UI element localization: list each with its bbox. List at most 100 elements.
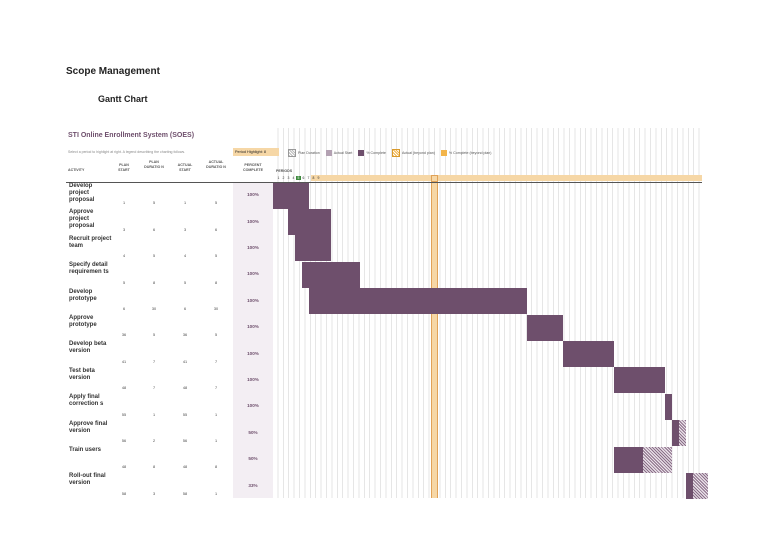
actual-start-cell: 56 bbox=[182, 438, 188, 443]
activity-name: Specify detail requiremen ts bbox=[69, 262, 109, 276]
plan-duration-cell: 5 bbox=[152, 201, 156, 206]
task-row: Recruit project team 4 5 4 5 100% bbox=[66, 235, 273, 261]
legend-complete: % Complete bbox=[358, 149, 386, 156]
plan-start-cell: 4 bbox=[122, 254, 126, 259]
task-complete-bar bbox=[294, 235, 331, 262]
plan-start-cell: 48 bbox=[121, 386, 127, 391]
task-row: Roll-out final version 58 3 58 1 33% bbox=[66, 472, 273, 498]
percent-complete-cell: 100% bbox=[247, 244, 259, 250]
plan-duration-cell: 1 bbox=[152, 412, 156, 417]
highlight-period-header bbox=[431, 175, 438, 182]
actual-start-cell: 58 bbox=[182, 491, 188, 496]
col-percent-complete: PERCENT COMPLETE bbox=[243, 163, 263, 172]
percent-complete-cell: 50% bbox=[248, 429, 258, 435]
task-complete-bar bbox=[526, 314, 563, 341]
percent-complete-cell: 33% bbox=[248, 482, 258, 488]
legend-label: Plan Duration bbox=[298, 150, 320, 155]
actual-duration-cell: 6 bbox=[214, 227, 218, 232]
legend-label: Actual Start bbox=[333, 150, 353, 155]
task-row: Approve project proposal 3 6 3 6 100% bbox=[66, 208, 273, 234]
task-row: Train users 48 8 48 8 50% bbox=[66, 446, 273, 472]
percent-complete-cell: 100% bbox=[247, 324, 259, 330]
plan-start-cell: 58 bbox=[121, 491, 127, 496]
task-row: Test beta version 48 7 48 7 100% bbox=[66, 367, 273, 393]
percent-complete-cell: 100% bbox=[247, 218, 259, 224]
period-number: 3 bbox=[287, 176, 290, 180]
period-header-strip bbox=[311, 175, 702, 181]
plan-start-cell: 1 bbox=[122, 201, 126, 206]
plan-start-cell: 36 bbox=[121, 333, 127, 338]
plan-start-cell: 5 bbox=[122, 280, 126, 285]
actual-duration-cell: 30 bbox=[213, 306, 219, 311]
period-number: 2 bbox=[282, 176, 285, 180]
actual-duration-cell: 7 bbox=[214, 359, 218, 364]
actual-duration-cell: 7 bbox=[214, 386, 218, 391]
highlight-period-column bbox=[431, 182, 438, 498]
plan-duration-cell: 3 bbox=[152, 491, 156, 496]
period-number: 8 bbox=[312, 176, 315, 180]
actual-duration-cell: 1 bbox=[214, 491, 218, 496]
actual-duration-cell: 5 bbox=[214, 254, 218, 259]
plan-duration-cell: 7 bbox=[152, 386, 156, 391]
col-actual-start: ACTUAL START bbox=[177, 163, 193, 172]
activity-name: Test beta version bbox=[69, 367, 95, 381]
task-complete-bar bbox=[273, 182, 310, 209]
plan-duration-cell: 30 bbox=[151, 306, 157, 311]
plan-duration-cell: 5 bbox=[152, 254, 156, 259]
actual-duration-cell: 8 bbox=[214, 280, 218, 285]
activity-name: Approve project proposal bbox=[69, 209, 95, 230]
col-plan-start: PLAN START bbox=[118, 163, 130, 172]
actual-duration-cell: 8 bbox=[214, 465, 218, 470]
period-number: 6 bbox=[302, 176, 305, 180]
period-number: 1 bbox=[277, 176, 280, 180]
actual-start-cell: 55 bbox=[182, 412, 188, 417]
task-complete-bar bbox=[613, 367, 665, 394]
percent-complete-cell: 100% bbox=[247, 376, 259, 382]
sheet-hint: Select a period to highlight at right. A… bbox=[68, 150, 186, 154]
legend: Plan Duration Actual Start % Complete Ac… bbox=[288, 148, 491, 157]
legend-label: Actual (beyond plan) bbox=[401, 150, 435, 155]
actual-start-cell: 1 bbox=[183, 201, 187, 206]
period-highlight-input[interactable]: Period Highlight: 8 bbox=[233, 148, 279, 156]
plan-duration-cell: 2 bbox=[152, 438, 156, 443]
legend-beyond: Actual (beyond plan) bbox=[391, 148, 435, 157]
activity-name: Apply final correction s bbox=[69, 394, 104, 408]
percent-complete-cell: 100% bbox=[247, 297, 259, 303]
plan-start-cell: 48 bbox=[121, 465, 127, 470]
percent-complete-cell: 100% bbox=[247, 192, 259, 198]
gantt-sheet: STI Online Enrollment System (SOES) Sele… bbox=[66, 128, 708, 499]
plan-duration-cell: 5 bbox=[152, 333, 156, 338]
percent-complete-cell: 50% bbox=[248, 456, 258, 462]
complete-beyond-swatch-icon bbox=[440, 149, 447, 156]
task-row: Approve prototype 36 5 36 5 100% bbox=[66, 314, 273, 340]
task-complete-bar bbox=[664, 393, 672, 420]
plan-duration-cell: 6 bbox=[152, 227, 156, 232]
column-header-row bbox=[66, 159, 702, 183]
col-activity: ACTIVITY bbox=[68, 168, 85, 172]
task-row: Develop project proposal 1 5 1 5 100% bbox=[66, 182, 273, 208]
actual-start-cell: 48 bbox=[182, 386, 188, 391]
sheet-title: STI Online Enrollment System (SOES) bbox=[68, 132, 195, 139]
task-complete-bar bbox=[563, 340, 614, 367]
activity-name: Approve prototype bbox=[69, 315, 97, 328]
percent-complete-cell: 100% bbox=[247, 271, 259, 277]
task-row: Specify detail requiremen ts 5 8 5 8 100% bbox=[66, 261, 273, 287]
task-row: Apply final correction s 55 1 55 1 100% bbox=[66, 393, 273, 419]
actual-swatch-icon bbox=[325, 149, 332, 156]
period-number: 7 bbox=[307, 176, 310, 180]
col-periods: PERIODS bbox=[276, 169, 293, 173]
task-complete-bar bbox=[671, 420, 679, 447]
actual-duration-cell: 1 bbox=[214, 412, 218, 417]
task-remaining-bar bbox=[679, 420, 687, 447]
page-subheading: Gantt Chart bbox=[98, 94, 148, 104]
legend-actual: Actual Start bbox=[325, 149, 353, 156]
plan-start-cell: 3 bbox=[122, 227, 126, 232]
col-plan-duration: PLAN DURATIO N bbox=[144, 160, 164, 169]
task-complete-bar bbox=[287, 208, 331, 235]
period-number: 4 bbox=[292, 176, 295, 180]
activity-name: Develop prototype bbox=[69, 288, 97, 302]
actual-start-cell: 48 bbox=[182, 465, 188, 470]
activity-name: Roll-out final version bbox=[69, 473, 106, 487]
task-complete-bar bbox=[613, 446, 643, 473]
